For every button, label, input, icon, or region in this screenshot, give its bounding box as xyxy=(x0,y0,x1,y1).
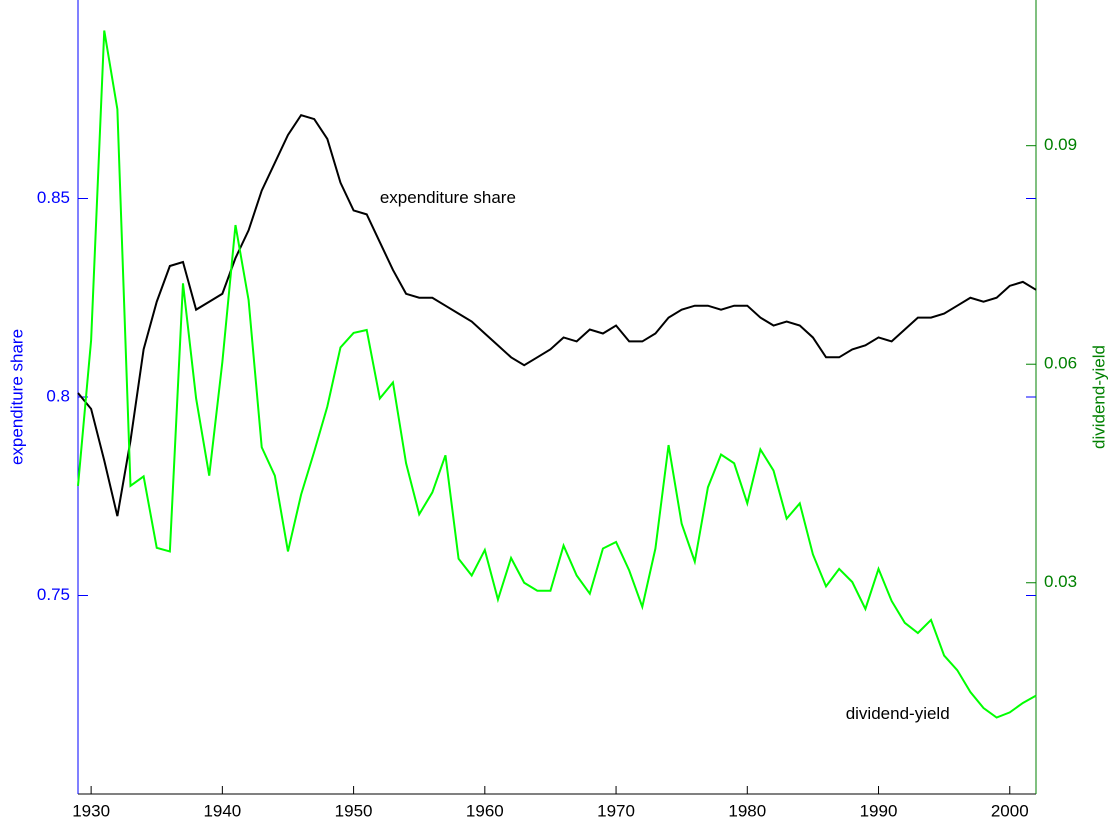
y-axis-label: expenditure share xyxy=(7,329,26,465)
series-line xyxy=(77,30,1037,719)
y-tick-label: 0.8 xyxy=(46,386,70,405)
x-tick-label: 1990 xyxy=(860,801,898,820)
y-tick-label: 0.85 xyxy=(37,188,70,207)
x-tick-label: 1940 xyxy=(203,801,241,820)
annotation: dividend-yield xyxy=(846,704,950,723)
y2-tick-label: 0.03 xyxy=(1044,572,1077,591)
x-tick-label: 1960 xyxy=(466,801,504,820)
annotation: expenditure share xyxy=(380,188,516,207)
y-tick-label: 0.75 xyxy=(37,585,70,604)
x-tick-label: 1930 xyxy=(72,801,110,820)
x-tick-label: 1950 xyxy=(335,801,373,820)
y2-axis-label: dividend-yield xyxy=(1089,345,1108,449)
y2-tick-label: 0.09 xyxy=(1044,135,1077,154)
y2-tick-label: 0.06 xyxy=(1044,354,1077,373)
x-tick-label: 1970 xyxy=(597,801,635,820)
x-tick-label: 1980 xyxy=(728,801,766,820)
series-line xyxy=(77,113,1037,517)
x-tick-label: 2000 xyxy=(991,801,1029,820)
